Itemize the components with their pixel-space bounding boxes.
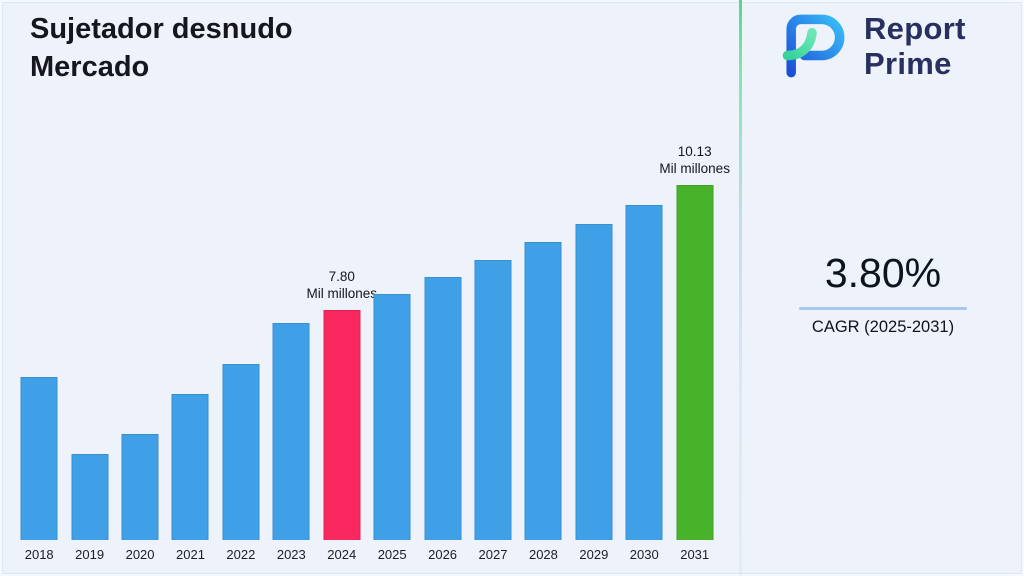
bar-column-2027: 2027	[468, 165, 518, 562]
x-axis-label-2030: 2030	[629, 547, 659, 562]
bar-chart: 2018 2019 2020 2021 2022 2023 7.80 Mil millones…	[14, 144, 730, 562]
x-axis-label-2029: 2029	[579, 547, 609, 562]
report-prime-logo: Report Prime	[776, 8, 966, 84]
bar-2024	[323, 310, 361, 540]
x-axis-label-2024: 2024	[327, 547, 357, 562]
bar-column-2031: 10.13 Mil millones 2031	[659, 144, 730, 562]
bar-2031	[676, 185, 714, 540]
cagr-panel: 3.80% CAGR (2025-2031)	[797, 250, 969, 337]
x-axis-label-2026: 2026	[428, 547, 458, 562]
bar-2026	[424, 277, 462, 540]
bar-column-2030: 2030	[619, 165, 669, 562]
x-axis-label-2027: 2027	[478, 547, 508, 562]
x-axis-label-2021: 2021	[176, 547, 205, 562]
report-prime-logo-text: Report Prime	[864, 11, 966, 81]
bar-2030	[625, 205, 663, 540]
bar-column-2022: 2022	[216, 165, 266, 562]
bar-column-2024: 7.80 Mil millones 2024	[306, 165, 377, 562]
bar-annotation-2024: 7.80 Mil millones	[306, 269, 377, 301]
page-title-line1: Sujetador desnudo	[30, 13, 293, 45]
cagr-underline	[799, 307, 967, 310]
bar-2023	[272, 323, 310, 540]
bar-2029	[575, 224, 613, 540]
x-axis-label-2025: 2025	[377, 547, 407, 562]
cagr-label: CAGR (2025-2031)	[811, 318, 955, 336]
x-axis-label-2022: 2022	[226, 547, 256, 562]
bar-column-2019: 2019	[64, 165, 114, 562]
bar-column-2018: 2018	[14, 165, 64, 562]
logo-text-line1: Report	[864, 11, 966, 46]
bar-column-2021: 2021	[165, 165, 215, 562]
bar-column-2028: 2028	[518, 165, 568, 562]
bar-2019	[71, 454, 109, 540]
bar-2021	[171, 394, 209, 540]
x-axis-label-2019: 2019	[75, 547, 105, 562]
report-prime-logo-icon	[782, 14, 845, 78]
bar-2027	[474, 260, 512, 540]
x-axis-label-2020: 2020	[125, 547, 155, 562]
logo-text-line2: Prime	[864, 46, 952, 81]
bar-column-2029: 2029	[569, 165, 619, 562]
bar-2025	[373, 294, 411, 540]
bar-column-2023: 2023	[266, 165, 316, 562]
bar-2018	[20, 377, 58, 540]
bar-2022	[222, 364, 260, 540]
bar-2028	[524, 242, 562, 540]
bar-column-2026: 2026	[417, 165, 467, 562]
page-title: Sujetador desnudo Mercado	[30, 10, 293, 86]
bar-annotation-2031: 10.13 Mil millones	[659, 144, 730, 176]
vertical-divider	[739, 0, 742, 576]
page-title-line2: Mercado	[30, 51, 150, 83]
bar-column-2025: 2025	[367, 165, 417, 562]
x-axis-label-2031: 2031	[680, 547, 710, 562]
x-axis-label-2028: 2028	[528, 547, 558, 562]
bar-2020	[121, 434, 159, 540]
x-axis-label-2018: 2018	[24, 547, 54, 562]
cagr-value: 3.80%	[824, 250, 942, 296]
bar-column-2020: 2020	[115, 165, 165, 562]
x-axis-label-2023: 2023	[276, 547, 306, 562]
